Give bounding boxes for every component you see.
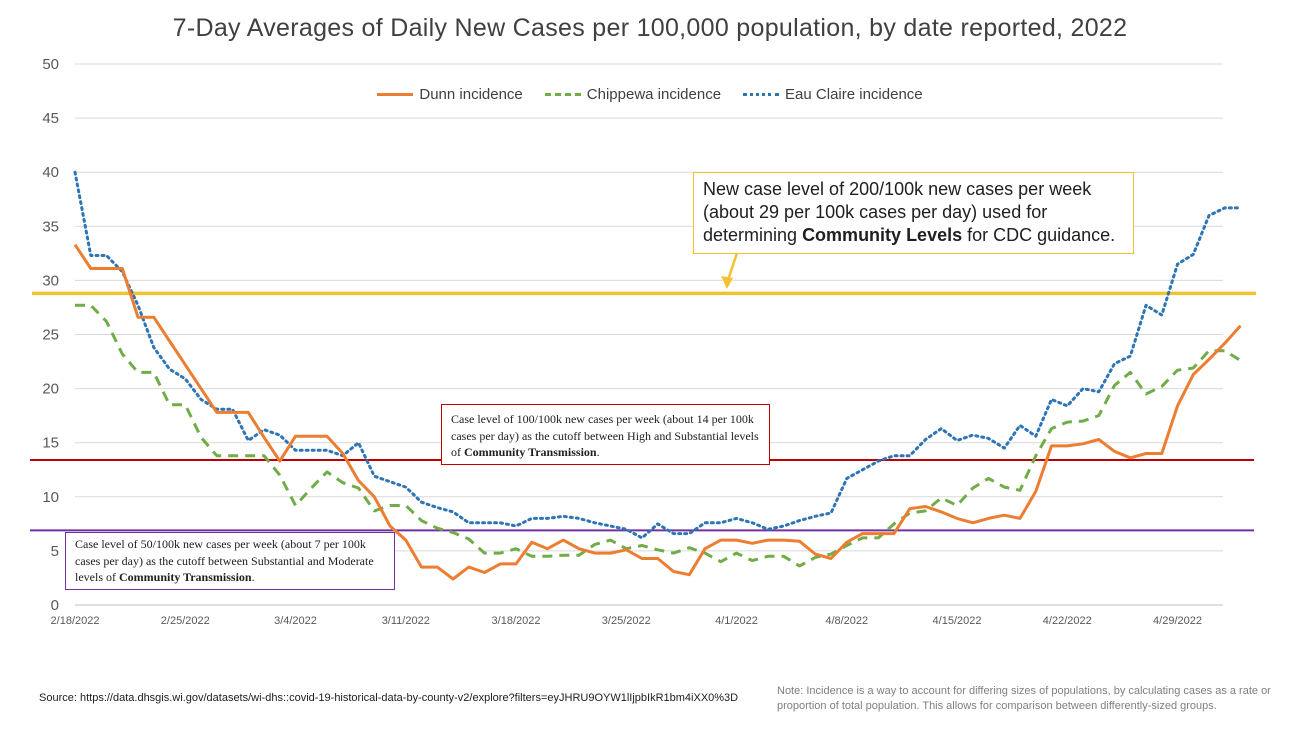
annotation-moderate-post: . (251, 570, 255, 584)
annotation-cdc-line1: New case level of 200/100k new cases per… (703, 179, 1092, 199)
y-tick-label: 15 (42, 435, 59, 452)
x-tick-label: 2/18/2022 (51, 615, 100, 627)
annotation-high-bold: Community Transmission (464, 445, 597, 459)
legend-label-eau-claire: Eau Claire incidence (785, 86, 923, 103)
annotation-cdc-line3-bold: Community Levels (802, 225, 963, 245)
x-tick-label: 3/11/2022 (382, 615, 430, 627)
note-text: Note: Incidence is a way to account for … (777, 685, 1271, 712)
series-lines (73, 170, 1242, 581)
x-tick-label: 4/29/2022 (1153, 615, 1202, 627)
y-tick-label: 5 (51, 543, 59, 560)
y-tick-label: 25 (42, 327, 59, 344)
annotation-substantial-moderate: Case level of 50/100k new cases per week… (65, 532, 395, 590)
annotation-high-text: Case level of 100/100k new cases per wee… (451, 412, 759, 459)
x-tick-label: 2/25/2022 (161, 615, 210, 627)
annotation-high-substantial: Case level of 100/100k new cases per wee… (441, 404, 770, 465)
legend-item-eau-claire: Eau Claire incidence (743, 86, 923, 103)
x-tick-label: 4/1/2022 (715, 615, 758, 627)
legend-swatch-eau-claire (743, 93, 780, 96)
y-tick-label: 20 (42, 381, 59, 398)
x-tick-label: 3/4/2022 (274, 615, 317, 627)
annotation-arrow (721, 252, 739, 289)
annotation-cdc-community-levels: New case level of 200/100k new cases per… (693, 172, 1134, 254)
y-tick-label: 40 (42, 164, 59, 181)
chart-title: 7-Day Averages of Daily New Cases per 10… (172, 14, 1128, 42)
annotation-cdc-line3: determining Community Levels for CDC gui… (703, 224, 1123, 247)
legend-swatch-chippewa (544, 93, 581, 96)
annotation-cdc-line3-post: for CDC guidance. (962, 225, 1116, 245)
y-tick-label: 45 (42, 110, 59, 127)
y-tick-label: 30 (42, 272, 59, 289)
legend-item-dunn: Dunn incidence (377, 86, 523, 103)
y-tick-label: 10 (42, 489, 59, 506)
annotation-cdc-line3-pre: determining (703, 225, 803, 245)
x-axis-ticks: 2/18/2022 2/25/2022 3/4/2022 3/11/2022 3/18/… (51, 615, 1202, 627)
y-tick-label: 50 (42, 56, 59, 73)
y-tick-label: 35 (42, 218, 59, 235)
arrow-shaft (726, 252, 739, 281)
x-tick-label: 3/25/2022 (602, 615, 651, 627)
y-tick-label: 0 (51, 597, 59, 614)
series-eau-claire-incidence (73, 170, 1242, 540)
gridlines (75, 63, 1223, 606)
x-tick-label: 4/15/2022 (933, 615, 982, 627)
series-chippewa-incidence (75, 303, 1242, 568)
annotation-moderate-bold: Community Transmission (119, 570, 252, 584)
legend-swatch-dunn (377, 93, 414, 96)
x-tick-label: 3/18/2022 (492, 615, 541, 627)
legend-label-dunn: Dunn incidence (419, 86, 523, 103)
legend-label-chippewa: Chippewa incidence (586, 86, 722, 103)
x-tick-label: 4/8/2022 (825, 615, 868, 627)
annotation-high-post: . (596, 445, 600, 459)
x-tick-label: 4/22/2022 (1043, 615, 1092, 627)
annotation-cdc-line2: (about 29 per 100k cases per day) used f… (703, 202, 1048, 222)
source-text: Source: https://data.dhsgis.wi.gov/datas… (39, 692, 739, 704)
arrow-head (721, 276, 733, 289)
series-dunn-incidence (73, 243, 1242, 581)
legend-item-chippewa: Chippewa incidence (544, 86, 722, 103)
legend: Dunn incidence Chippewa incidence Eau Cl… (0, 86, 1300, 103)
y-axis-ticks: 0 5 10 15 20 25 30 35 40 45 50 (42, 56, 59, 614)
annotation-moderate-text: Case level of 50/100k new cases per week… (75, 537, 374, 584)
